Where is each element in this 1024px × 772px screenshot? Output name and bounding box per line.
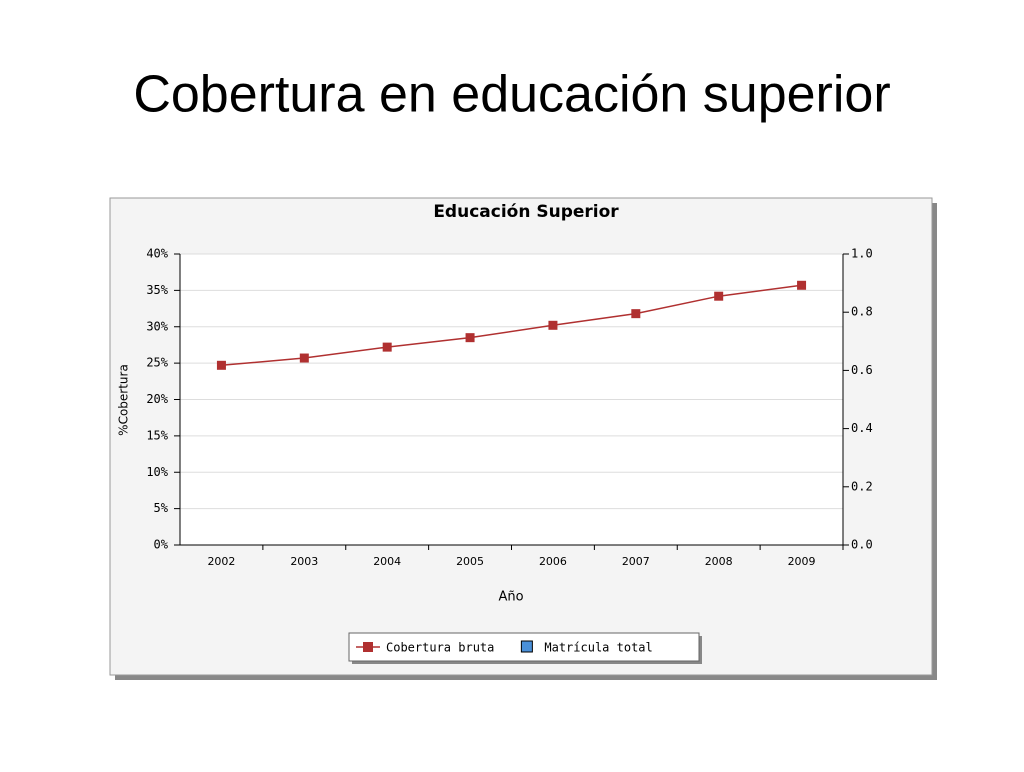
x-axis-label: Año (498, 590, 523, 605)
point-marker (465, 333, 475, 343)
point-marker (631, 309, 641, 319)
point-marker (382, 342, 392, 352)
y-axis-label: %Cobertura (117, 364, 131, 436)
y2-tick-label: 0.8 (851, 305, 873, 319)
point-marker (299, 353, 309, 363)
legend-label: Matrícula total (544, 641, 652, 655)
slide-title: Cobertura en educación superior (133, 66, 890, 124)
x-tick-label: 2003 (290, 555, 318, 568)
y-tick-label: 15% (146, 428, 168, 442)
x-tick-label: 2008 (705, 555, 733, 568)
x-tick-label: 2006 (539, 555, 567, 568)
series-line (221, 284, 802, 367)
y-tick-label: 35% (146, 283, 168, 297)
y2-tick-label: 0.2 (851, 479, 873, 493)
y-tick-label: 20% (146, 392, 168, 406)
legend-marker (363, 642, 373, 652)
point-marker (216, 360, 226, 370)
x-tick-label: 2009 (788, 555, 816, 568)
point-marker (797, 280, 807, 290)
point-marker (548, 320, 558, 330)
x-tick-label: 2002 (207, 555, 235, 568)
chart-title: Educación Superior (433, 202, 619, 222)
y-tick-label: 10% (146, 465, 168, 479)
y-tick-label: 40% (146, 247, 168, 261)
y2-tick-label: 0.0 (851, 538, 873, 552)
x-tick-label: 2007 (622, 555, 650, 568)
y-tick-label: 25% (146, 356, 168, 370)
y-tick-label: 5% (154, 501, 169, 515)
x-tick-label: 2004 (373, 555, 401, 568)
y-tick-label: 30% (146, 319, 168, 333)
y2-tick-label: 0.4 (851, 421, 873, 435)
legend-marker (520, 640, 533, 653)
x-tick-label: 2005 (456, 555, 484, 568)
y-tick-label: 0% (154, 538, 169, 552)
y2-tick-label: 0.6 (851, 363, 873, 377)
legend-label: Cobertura bruta (386, 641, 494, 655)
y2-tick-label: 1.0 (851, 247, 873, 261)
point-marker (714, 291, 724, 301)
